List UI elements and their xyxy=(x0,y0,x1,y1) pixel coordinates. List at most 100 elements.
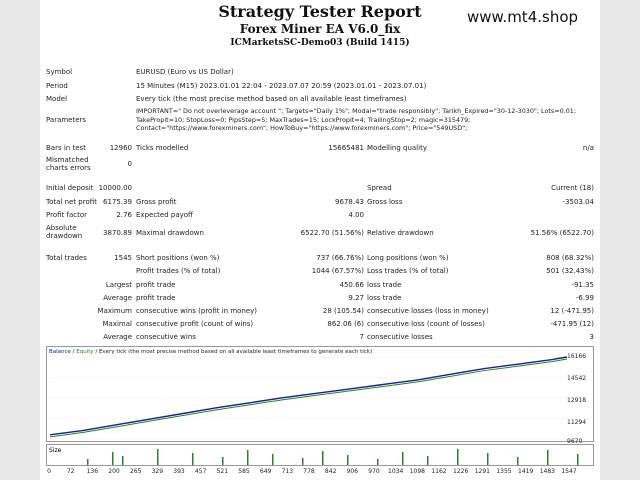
size-bar xyxy=(112,452,114,465)
maximum-label: Maximum xyxy=(97,307,133,315)
abs-dd-label-row: Absolute drawdown xyxy=(46,224,106,240)
chart-legend: Balance / Equity / Every tick (the most … xyxy=(49,349,372,355)
acw-label: consecutive wins xyxy=(136,333,196,341)
lp-label: Long positions (won %) xyxy=(367,254,449,262)
size-bar xyxy=(157,449,159,465)
y-tick: 16166 xyxy=(567,353,587,360)
size-bar xyxy=(427,456,429,465)
y-tick: 11294 xyxy=(567,419,587,426)
alt-label: loss trade xyxy=(367,294,402,302)
mcw-value: 28 (105.54) xyxy=(322,307,364,315)
report-title: Strategy Tester Report xyxy=(218,2,422,21)
x-tick: 649 xyxy=(259,468,272,475)
x-tick: 136 xyxy=(86,468,99,475)
size-bar xyxy=(302,458,304,465)
average2-label: Average xyxy=(103,333,132,341)
llt-value: -91.35 xyxy=(571,281,594,289)
legend-desc: / Every tick (the most precise method ba… xyxy=(93,349,373,355)
abs-dd-value: 3870.89 xyxy=(103,229,132,237)
symbol-value: EURUSD (Euro vs US Dollar) xyxy=(136,68,234,76)
size-bar xyxy=(192,453,194,465)
site-watermark: www.mt4.shop xyxy=(467,8,579,26)
legend-sep: / xyxy=(70,349,77,355)
params-label: Parameters xyxy=(46,116,87,124)
size-bar xyxy=(322,451,324,465)
spread-label: Spread xyxy=(367,184,392,192)
symbol-label: Symbol xyxy=(46,68,73,76)
maximal-label: Maximal xyxy=(102,320,132,328)
mcp-label: consecutive profit (count of wins) xyxy=(136,320,254,328)
size-bar xyxy=(457,449,459,465)
x-tick: 1226 xyxy=(453,468,469,475)
y-tick: 9670 xyxy=(567,438,583,445)
size-label: Size xyxy=(49,447,62,454)
size-bar xyxy=(577,454,579,465)
lt-label: Loss trades (% of total) xyxy=(367,267,449,275)
size-bar xyxy=(402,452,404,465)
balance-chart: Balance / Equity / Every tick (the most … xyxy=(46,346,594,442)
mq-value: n/a xyxy=(582,144,594,152)
model-value: Every tick (the most precise method base… xyxy=(136,95,407,103)
lpt-value: 450.66 xyxy=(339,281,365,289)
x-tick: 393 xyxy=(173,468,185,475)
size-bars xyxy=(87,449,579,465)
max-dd-value: 6522.70 (51.56%) xyxy=(300,229,364,237)
size-bar xyxy=(272,454,274,465)
gl-label: Gross loss xyxy=(367,198,403,206)
bars-value: 12960 xyxy=(109,144,132,152)
rel-dd-value: 51.56% (6522.70) xyxy=(530,229,594,237)
x-tick: 1034 xyxy=(388,468,404,475)
lp-value: 808 (68.32%) xyxy=(546,254,594,262)
size-panel: Size xyxy=(46,444,594,466)
spread-value: Current (18) xyxy=(551,184,594,192)
balance-line xyxy=(49,356,568,436)
mcp-value: 862.06 (6) xyxy=(327,320,364,328)
gp-label: Gross profit xyxy=(136,198,177,206)
size-bar xyxy=(247,450,249,465)
largest-label: Largest xyxy=(105,281,132,289)
period-value: 15 Minutes (M15) 2023.01.01 22:04 - 2023… xyxy=(136,82,427,90)
mismatch-label: Mismatched charts errors xyxy=(46,156,91,172)
report-header: Strategy Tester Report Forex Miner EA V6… xyxy=(40,0,600,60)
x-tick: 329 xyxy=(151,468,164,475)
mq-label: Modelling quality xyxy=(367,144,427,152)
mcl-value: 12 (-471.95) xyxy=(550,307,594,315)
period-label: Period xyxy=(46,82,68,90)
mismatch-value: 0 xyxy=(127,160,132,168)
tnp-value: 6175.39 xyxy=(103,198,132,206)
x-tick: 1291 xyxy=(474,468,490,475)
x-tick: 1162 xyxy=(431,468,447,475)
model-label: Model xyxy=(46,95,68,103)
x-tick: 1098 xyxy=(409,468,425,475)
apt-label: profit trade xyxy=(136,294,176,302)
deposit-value: 10000.00 xyxy=(98,184,132,192)
size-bar xyxy=(122,456,124,465)
bars-label: Bars in test xyxy=(46,144,86,152)
equity-line xyxy=(49,358,568,438)
ep-label: Expected payoff xyxy=(136,211,193,219)
lpt-label: profit trade xyxy=(136,281,176,289)
mcl-label: consecutive losses (loss in money) xyxy=(367,307,489,315)
x-tick: 457 xyxy=(194,468,207,475)
balance-plot xyxy=(49,356,568,440)
gl-value: -3503.04 xyxy=(562,198,594,206)
params-value: IMPORTANT=" Do not overleverage account … xyxy=(136,107,576,132)
size-bar xyxy=(347,455,349,465)
mcw-label: consecutive wins (profit in money) xyxy=(136,307,258,315)
x-tick: 778 xyxy=(303,468,315,475)
x-tick: 970 xyxy=(368,468,380,475)
mclc-value: -471.95 (12) xyxy=(550,320,594,328)
x-tick: 713 xyxy=(281,468,294,475)
x-tick: 265 xyxy=(129,468,142,475)
mclc-label: consecutive loss (count of losses) xyxy=(367,320,485,328)
ticks-value: 15665481 xyxy=(328,144,364,152)
legend-equity: Equity xyxy=(76,349,94,355)
x-tick: 0 xyxy=(47,468,51,475)
x-tick: 906 xyxy=(346,468,359,475)
tt-label: Total trades xyxy=(46,254,87,262)
size-bar xyxy=(87,459,89,465)
max-dd-label: Maximal drawdown xyxy=(136,229,204,237)
ea-name: Forex Miner EA V6.0_fix xyxy=(239,22,401,36)
size-bar xyxy=(222,457,224,465)
sp-label: Short positions (won %) xyxy=(136,254,220,262)
